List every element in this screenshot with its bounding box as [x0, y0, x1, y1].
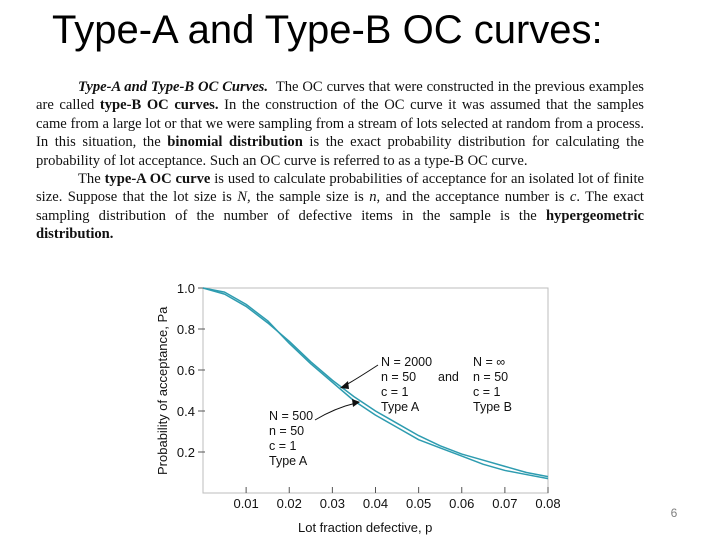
x-tick-label: 0.07 [492, 496, 517, 511]
annotation-typea: c = 1 [269, 439, 296, 453]
slide-number: 6 [670, 506, 678, 520]
annotation-typeb-left: c = 1 [381, 385, 408, 399]
slide-title: Type-A and Type-B OC curves: [52, 8, 603, 52]
annotation-typeb-right: c = 1 [473, 385, 500, 399]
annotation-typeb-right: n = 50 [473, 370, 508, 384]
y-axis-label: Probability of acceptance, Pa [155, 306, 170, 475]
x-tick-label: 0.02 [277, 496, 302, 511]
annotation-typea: N = 500 [269, 409, 313, 423]
annotation-typeb-right: N = ∞ [473, 355, 505, 369]
oc-curve-chart: 0.01 0.02 0.03 0.04 0.05 0.06 0.07 0.08 0.2 0.4 0.… [150, 275, 561, 542]
arrow-typeb-head [340, 381, 349, 389]
y-tick-label: 0.4 [177, 404, 195, 419]
x-tick-label: 0.04 [363, 496, 388, 511]
annotation-typeb-right: Type B [473, 400, 512, 414]
annotation-typea: Type A [269, 454, 308, 468]
x-tick-label: 0.05 [406, 496, 431, 511]
section-heading: Type-A and Type-B OC Curves. [78, 79, 269, 95]
annotation-typeb-left: n = 50 [381, 370, 416, 384]
x-tick-label: 0.03 [320, 496, 345, 511]
arrow-typeb [343, 364, 379, 387]
textbook-excerpt: Type-A and Type-B OC Curves. The OC curv… [36, 78, 644, 244]
paragraph-type-a: The type-A OC curve is used to calculate… [36, 171, 644, 243]
arrow-typea-head [352, 399, 360, 407]
oc-curve-line-type-b [202, 287, 549, 478]
annotation-typeb-left: Type A [381, 400, 420, 414]
annotation-typea: n = 50 [269, 424, 304, 438]
annotation-typeb-left: N = 2000 [381, 355, 432, 369]
oc-curve-svg: 0.01 0.02 0.03 0.04 0.05 0.06 0.07 0.08 0.2 0.4 0.… [155, 281, 561, 535]
oc-curve-line-type-a [202, 287, 549, 480]
x-axis-label: Lot fraction defective, p [298, 520, 432, 535]
y-tick-label: 0.8 [177, 322, 195, 337]
y-tick-label: 1.0 [177, 281, 195, 296]
x-tick-label: 0.08 [535, 496, 560, 511]
arrow-typea [314, 402, 357, 421]
y-tick-label: 0.6 [177, 363, 195, 378]
y-tick-label: 0.2 [177, 445, 195, 460]
x-tick-label: 0.06 [449, 496, 474, 511]
paragraph-type-b: Type-A and Type-B OC Curves. The OC curv… [36, 79, 644, 169]
annotation-and: and [438, 370, 459, 384]
x-tick-label: 0.01 [233, 496, 258, 511]
